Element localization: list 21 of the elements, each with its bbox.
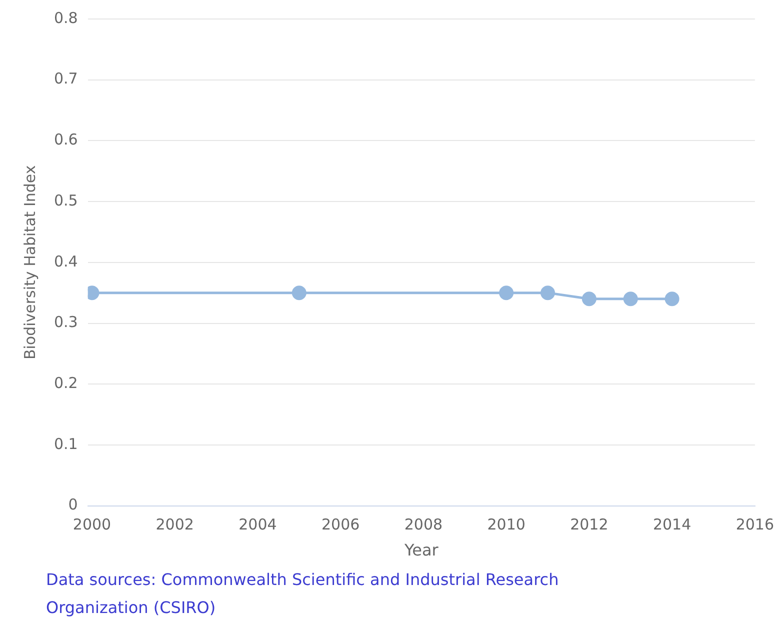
x-tick-label: 2016 xyxy=(736,516,774,534)
y-axis-title: Biodiversity Habitat Index xyxy=(20,165,39,360)
x-axis-title: Year xyxy=(403,540,439,560)
x-tick-label: 2006 xyxy=(322,516,360,534)
x-tick-label: 2010 xyxy=(487,516,526,534)
x-tick-label: 2000 xyxy=(72,516,112,534)
y-tick-label: 0.1 xyxy=(54,434,78,453)
x-tick-label: 2012 xyxy=(570,516,608,534)
y-tick-label: 0.4 xyxy=(54,252,78,270)
text: Data sources: Commonwealth Scientific and Industrial Research Organization (CSIRO) xyxy=(46,569,560,619)
y-tick-label: 0.5 xyxy=(54,191,78,210)
y-tick-label: 0 xyxy=(68,496,78,514)
x-tick-label: 2004 xyxy=(238,516,277,534)
x-tick-label: 2008 xyxy=(404,516,443,534)
x-tick-label: 2002 xyxy=(156,516,194,534)
y-tick-label: 0.2 xyxy=(54,374,78,392)
y-tick-label: 0.8 xyxy=(54,8,78,27)
x-tick-label: 2014 xyxy=(652,516,692,534)
y-tick-label: 0.6 xyxy=(54,130,78,149)
y-tick-label: 0.3 xyxy=(54,313,78,332)
y-tick-label: 0.7 xyxy=(54,70,78,88)
